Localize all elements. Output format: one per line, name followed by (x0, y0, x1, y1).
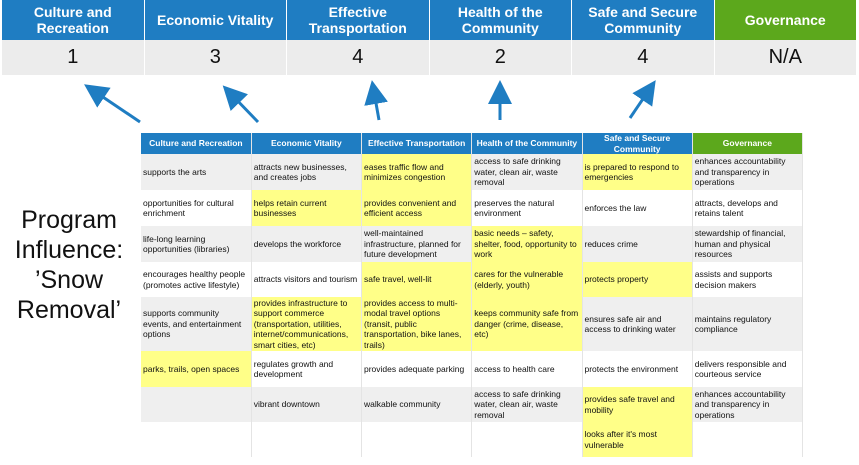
table-cell: access to health care (471, 351, 583, 387)
table-cell: walkable community (361, 387, 473, 422)
table-cell (141, 387, 252, 422)
summary-score: 2 (429, 40, 572, 75)
table-cell: enforces the law (582, 190, 693, 226)
column-header: Economic Vitality (251, 133, 363, 154)
table-cell: develops the workforce (251, 226, 363, 262)
table-row: life-long learning opportunities (librar… (141, 226, 804, 262)
table-cell: parks, trails, open spaces (141, 351, 252, 387)
influence-table: Culture and Recreation Economic Vitality E… (141, 133, 804, 457)
summary-header: Economic Vitality (144, 0, 287, 40)
table-cell: access to safe drinking water, clean air… (471, 387, 583, 422)
summary-score: 1 (2, 40, 145, 75)
table-cell: preserves the natural environment (471, 190, 583, 226)
table-row: supports the arts attracts new businesses… (141, 154, 804, 190)
table-cell: looks after it's most vulnerable (582, 422, 693, 457)
program-influence-label: Program Influence: ’Snow Removal’ (14, 206, 124, 324)
column-header: Governance (692, 133, 804, 154)
table-cell: delivers responsible and courteous servi… (692, 351, 804, 387)
summary-header: Health of the Community (429, 0, 572, 40)
table-cell (361, 422, 473, 457)
table-cell: provides infrastructure to support comme… (251, 297, 363, 351)
column-header: Effective Transportation (361, 133, 473, 154)
summary-header: Safe and Secure Community (572, 0, 715, 40)
table-cell (141, 422, 252, 457)
table-cell: provides safe travel and mobility (582, 387, 693, 422)
table-cell: attracts new businesses, and creates job… (251, 154, 363, 190)
table-cell: eases traffic flow and minimizes congest… (361, 154, 473, 190)
table-cell (251, 422, 363, 457)
table-cell: provides convenient and efficient access (361, 190, 473, 226)
table-cell: provides access to multi-modal travel op… (361, 297, 473, 351)
table-cell: supports the arts (141, 154, 252, 190)
table-cell: enhances accountability and transparency… (692, 387, 804, 422)
summary-score: 4 (572, 40, 715, 75)
table-cell: protects property (582, 262, 693, 297)
table-cell: access to safe drinking water, clean air… (471, 154, 583, 190)
table-cell: enhances accountability and transparency… (692, 154, 804, 190)
summary-score: N/A (714, 40, 857, 75)
table-row: opportunities for cultural enrichment hel… (141, 190, 804, 226)
table-cell: encourages healthy people (promotes acti… (141, 262, 252, 297)
arrow-icon (84, 84, 141, 124)
table-cell: helps retain current businesses (251, 190, 363, 226)
table-row: encourages healthy people (promotes acti… (141, 262, 804, 297)
table-cell: safe travel, well-lit (361, 262, 473, 297)
summary-score: 4 (287, 40, 430, 75)
summary-header: Culture and Recreation (2, 0, 145, 40)
table-cell: basic needs – safety, shelter, food, opp… (471, 226, 583, 262)
table-row: supports community events, and entertain… (141, 297, 804, 351)
table-cell: is prepared to respond to emergencies (582, 154, 693, 190)
table-cell: well-maintained infrastructure, planned … (361, 226, 473, 262)
table-cell: protects the environment (582, 351, 693, 387)
table-cell: provides adequate parking (361, 351, 473, 387)
table-cell: reduces crime (582, 226, 693, 262)
arrows (84, 80, 656, 124)
table-cell: assists and supports decision makers (692, 262, 804, 297)
column-header: Health of the Community (471, 133, 583, 154)
summary-score: 3 (144, 40, 287, 75)
arrow-icon (222, 85, 260, 124)
table-cell (471, 422, 583, 457)
summary-header: Governance (714, 0, 857, 40)
arrow-icon (628, 80, 656, 119)
table-cell: ensures safe air and access to drinking … (582, 297, 693, 351)
table-cell: cares for the vulnerable (elderly, youth… (471, 262, 583, 297)
table-cell: opportunities for cultural enrichment (141, 190, 252, 226)
summary-header: Effective Transportation (287, 0, 430, 40)
table-cell: life-long learning opportunities (librar… (141, 226, 252, 262)
table-cell: supports community events, and entertain… (141, 297, 252, 351)
table-cell: attracts visitors and tourism (251, 262, 363, 297)
table-cell: stewardship of financial, human and phys… (692, 226, 804, 262)
column-header: Culture and Recreation (141, 133, 252, 154)
table-cell: keeps community safe from danger (crime,… (471, 297, 583, 351)
table-cell: attracts, develops and retains talent (692, 190, 804, 226)
table-cell (692, 422, 804, 457)
summary-grid: Culture and Recreation Economic Vitality E… (2, 0, 857, 75)
table-cell: vibrant downtown (251, 387, 363, 422)
table-row: parks, trails, open spaces regulates grow… (141, 351, 804, 387)
table-cell: regulates growth and development (251, 351, 363, 387)
table-cell: maintains regulatory compliance (692, 297, 804, 351)
table-row: looks after it's most vulnerable (141, 422, 804, 457)
arrow-icon (364, 80, 388, 121)
column-header: Safe and Secure Community (582, 133, 693, 154)
table-row: vibrant downtown walkable community access… (141, 387, 804, 422)
